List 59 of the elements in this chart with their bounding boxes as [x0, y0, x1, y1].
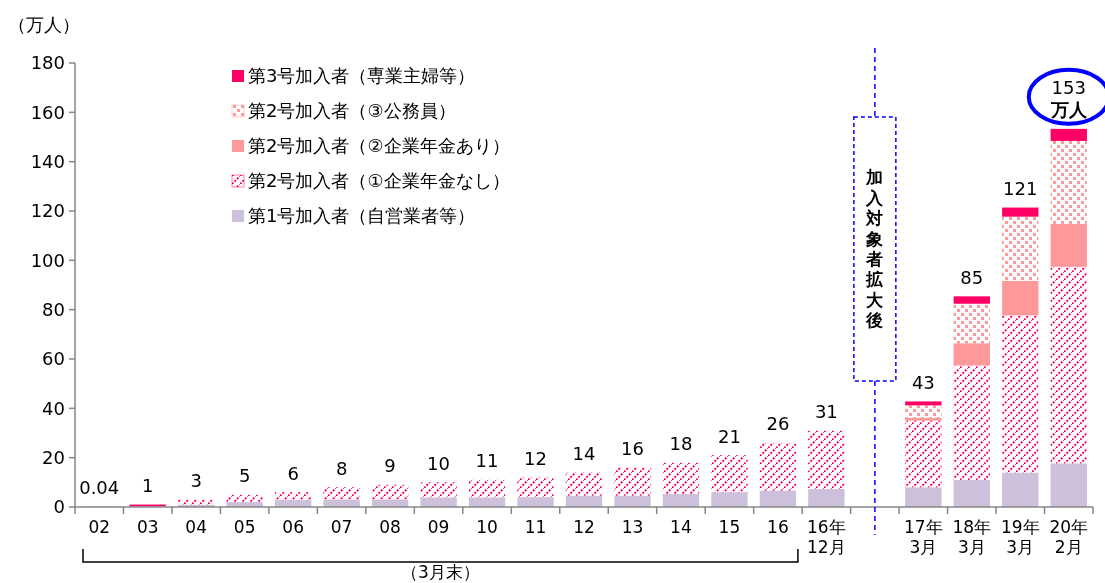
x-tick-label: 15 — [717, 517, 742, 538]
x-tick-label: 08 — [378, 517, 402, 538]
x-tick-label: 13 — [620, 517, 645, 538]
y-tick-label: 140 — [30, 150, 65, 173]
y-tick-label: 100 — [30, 249, 65, 272]
x-tick-label: 18年3月 — [951, 517, 993, 558]
total-label: 10 — [427, 452, 451, 475]
x-tick-label: 17年3月 — [903, 517, 944, 558]
legend-label: 第3号加入者（専業主婦等） — [248, 65, 476, 87]
total-label: 121 — [1003, 177, 1038, 200]
x-tick-label: 11 — [523, 517, 548, 538]
x-tick-label: 10 — [475, 517, 499, 538]
x-tick-label: 12 — [572, 517, 596, 538]
x-tick-label: 03 — [135, 517, 160, 538]
total-label: 1 — [141, 474, 154, 497]
total-label: 153 — [1051, 77, 1086, 99]
total-label: 18 — [669, 433, 693, 455]
y-tick-label: 40 — [42, 397, 65, 420]
x-tick-label: 14 — [669, 517, 693, 538]
legend-label: 第2号加入者（①企業年金なし） — [248, 170, 510, 192]
total-label: 11 — [475, 450, 499, 472]
x-tick-label: 16年12月 — [806, 517, 847, 558]
x-tick-label: 02 — [87, 517, 112, 538]
annotation: 加入対象者拡大後 — [864, 167, 885, 331]
x-tick-label: 19年3月 — [999, 517, 1041, 558]
total-label: 14 — [572, 442, 596, 465]
y-tick-label: 60 — [42, 348, 65, 370]
total-label: 16 — [621, 437, 644, 460]
y-axis-title: （万人） — [8, 14, 80, 36]
total-label: 6 — [287, 462, 299, 485]
total-label: 12 — [524, 447, 547, 470]
total-label: 9 — [384, 455, 396, 477]
x-tick-label: 05 — [232, 517, 257, 538]
x-tick-label: 09 — [426, 517, 451, 538]
y-tick-label: 180 — [30, 52, 65, 74]
y-tick-label: 80 — [42, 298, 65, 321]
legend-label: 第1号加入者（自営業者等） — [248, 205, 476, 227]
y-tick-label: 120 — [30, 200, 65, 222]
total-label: 26 — [766, 413, 790, 435]
x-tick-label: 04 — [184, 517, 208, 538]
annotation: 万人 — [1050, 99, 1087, 121]
legend-label: 第2号加入者（③公務員） — [248, 100, 456, 122]
legend-label: 第2号加入者（②企業年金あり） — [248, 135, 510, 157]
x-tick-label: 16 — [766, 517, 790, 538]
y-tick-label: 20 — [42, 446, 65, 469]
text: （3月末） — [401, 562, 480, 583]
total-label: 31 — [814, 400, 838, 423]
total-label: 43 — [911, 371, 935, 394]
x-tick-label: 06 — [281, 517, 305, 538]
total-label: 21 — [717, 425, 741, 448]
total-label: 3 — [190, 470, 202, 492]
x-tick-label: 20年2月 — [1048, 517, 1090, 558]
x-tick-label: 07 — [329, 517, 354, 538]
total-label: 85 — [960, 266, 984, 289]
total-label: 8 — [335, 457, 348, 480]
y-tick-label: 160 — [30, 101, 65, 124]
total-label: 0.04 — [79, 477, 120, 499]
y-tick-label: 0 — [53, 496, 65, 518]
total-label: 5 — [238, 465, 251, 487]
